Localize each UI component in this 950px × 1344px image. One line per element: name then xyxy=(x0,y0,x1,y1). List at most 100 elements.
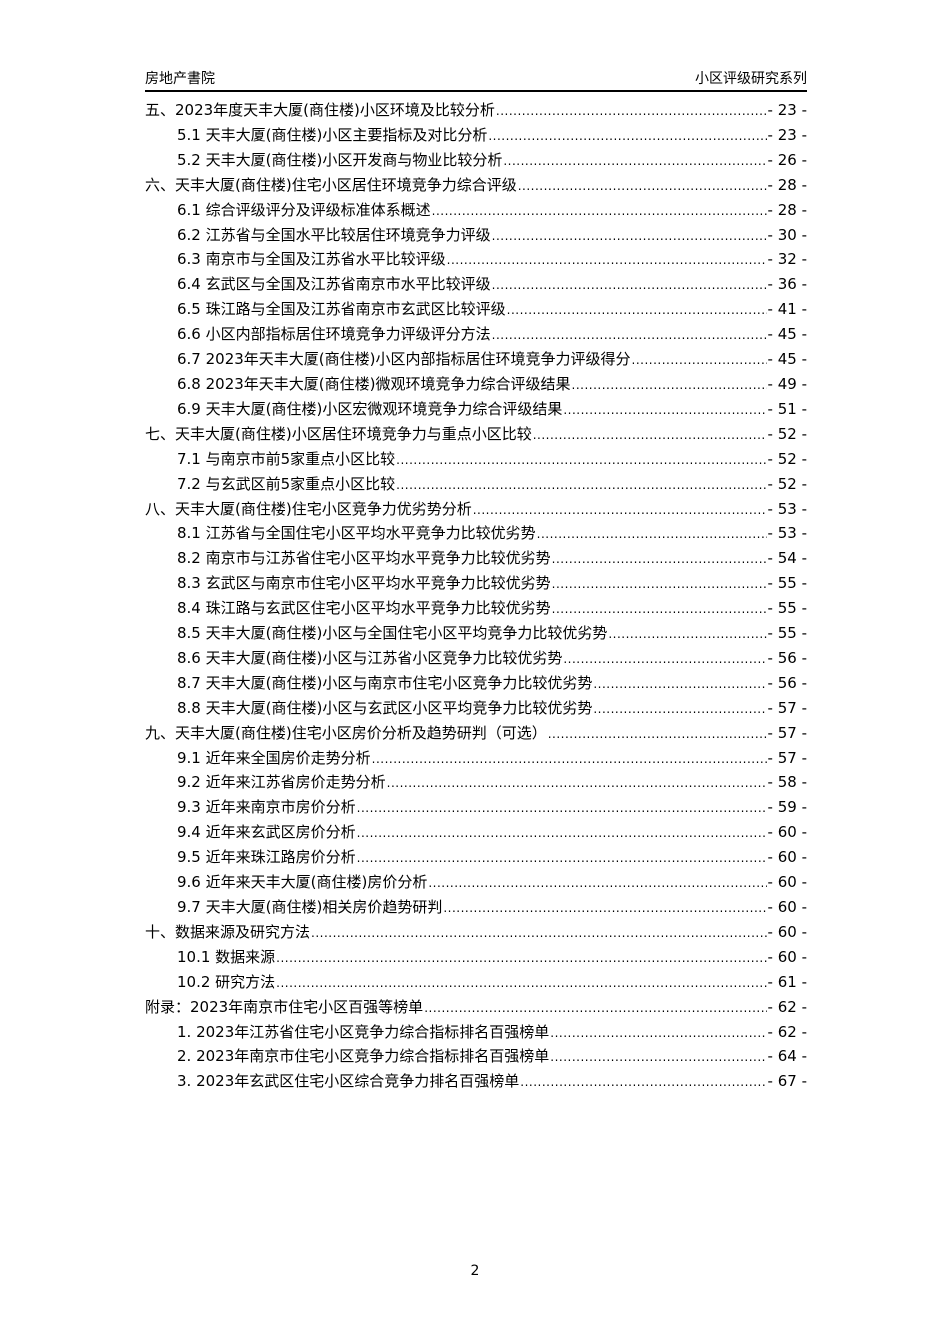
toc-entry[interactable]: 9.2 近年来江苏省房价走势分析 - 58 - xyxy=(145,771,807,796)
toc-entry[interactable]: 10.2 研究方法 - 61 - xyxy=(145,971,807,996)
toc-entry[interactable]: 8.8 天丰大厦(商住楼)小区与玄武区小区平均竞争力比较优劣势 - 57 - xyxy=(145,697,807,722)
toc-entry-title: 6.2 江苏省与全国水平比较居住环境竞争力评级 xyxy=(177,225,491,244)
toc-entry[interactable]: 6.3 南京市与全国及江苏省水平比较评级 - 32 - xyxy=(145,248,807,273)
toc-entry[interactable]: 9.7 天丰大厦(商住楼)相关房价趋势研判 - 60 - xyxy=(145,896,807,921)
toc-entry-page: - 62 - xyxy=(767,997,807,1016)
toc-entry-page: - 60 - xyxy=(767,947,807,966)
toc-entry-page: - 52 - xyxy=(767,474,807,493)
toc-entry-page: - 52 - xyxy=(767,449,807,468)
toc-dot-leader xyxy=(311,923,767,941)
header-publisher: 房地产書院 xyxy=(145,71,215,87)
table-of-contents: 五、2023年度天丰大厦(商住楼)小区环境及比较分析- 23 -5.1 天丰大厦… xyxy=(145,99,807,1095)
toc-entry-page: - 57 - xyxy=(767,723,807,742)
toc-entry[interactable]: 7.2 与玄武区前5家重点小区比较 - 52 - xyxy=(145,473,807,498)
toc-entry-page: - 64 - xyxy=(767,1047,807,1066)
toc-entry[interactable]: 9.5 近年来珠江路房价分析 - 60 - xyxy=(145,846,807,871)
toc-entry-title: 2. 2023年南京市住宅小区竞争力综合指标排名百强榜单 xyxy=(177,1047,550,1066)
toc-entry-page: - 55 - xyxy=(767,599,807,618)
toc-entry-title: 十、数据来源及研究方法 xyxy=(145,922,311,941)
toc-entry-title: 7.2 与玄武区前5家重点小区比较 xyxy=(177,474,396,493)
toc-dot-leader xyxy=(424,998,766,1016)
toc-entry-title: 3. 2023年玄武区住宅小区综合竞争力排名百强榜单 xyxy=(177,1072,520,1091)
toc-dot-leader xyxy=(276,973,766,991)
toc-entry[interactable]: 九、天丰大厦(商住楼)住宅小区房价分析及趋势研判（可选） - 57 - xyxy=(145,722,807,747)
toc-entry[interactable]: 8.7 天丰大厦(商住楼)小区与南京市住宅小区竞争力比较优劣势 - 56 - xyxy=(145,672,807,697)
toc-entry[interactable]: 8.3 玄武区与南京市住宅小区平均水平竞争力比较优劣势 - 55 - xyxy=(145,572,807,597)
header-series: 小区评级研究系列 xyxy=(695,71,807,87)
toc-dot-leader xyxy=(488,126,766,144)
toc-entry[interactable]: 6.1 综合评级评分及评级标准体系概述 - 28 - xyxy=(145,199,807,224)
toc-dot-leader xyxy=(496,101,767,119)
toc-entry-title: 9.6 近年来天丰大厦(商住楼)房价分析 xyxy=(177,873,428,892)
toc-entry-title: 6.9 天丰大厦(商住楼)小区宏微观环境竞争力综合评级结果 xyxy=(177,399,563,418)
toc-entry[interactable]: 六、天丰大厦(商住楼)住宅小区居住环境竞争力综合评级 - 28 - xyxy=(145,174,807,199)
toc-entry[interactable]: 附录：2023年南京市住宅小区百强等榜单 - 62 - xyxy=(145,996,807,1021)
toc-dot-leader xyxy=(432,201,767,219)
toc-entry-page: - 55 - xyxy=(767,574,807,593)
toc-dot-leader xyxy=(447,250,767,268)
toc-entry[interactable]: 9.4 近年来玄武区房价分析 - 60 - xyxy=(145,821,807,846)
toc-entry[interactable]: 8.5 天丰大厦(商住楼)小区与全国住宅小区平均竞争力比较优劣势 - 55 - xyxy=(145,622,807,647)
toc-entry[interactable]: 8.4 珠江路与玄武区住宅小区平均水平竞争力比较优劣势 - 55 - xyxy=(145,597,807,622)
toc-entry-page: - 28 - xyxy=(767,200,807,219)
toc-entry[interactable]: 6.2 江苏省与全国水平比较居住环境竞争力评级 - 30 - xyxy=(145,224,807,249)
toc-dot-leader xyxy=(552,574,767,592)
toc-entry[interactable]: 5.2 天丰大厦(商住楼)小区开发商与物业比较分析 - 26 - xyxy=(145,149,807,174)
toc-dot-leader xyxy=(387,773,767,791)
toc-entry-page: - 28 - xyxy=(767,175,807,194)
toc-entry[interactable]: 5.1 天丰大厦(商住楼)小区主要指标及对比分析 - 23 - xyxy=(145,124,807,149)
toc-entry[interactable]: 2. 2023年南京市住宅小区竞争力综合指标排名百强榜单 - 64 - xyxy=(145,1045,807,1070)
toc-dot-leader xyxy=(533,425,767,443)
toc-dot-leader xyxy=(552,549,767,567)
toc-dot-leader xyxy=(563,649,766,667)
toc-entry[interactable]: 五、2023年度天丰大厦(商住楼)小区环境及比较分析 - 23 - xyxy=(145,99,807,124)
toc-entry[interactable]: 6.4 玄武区与全国及江苏省南京市水平比较评级 - 36 - xyxy=(145,273,807,298)
toc-entry-title: 八、天丰大厦(商住楼)住宅小区竞争力优劣势分析 xyxy=(145,499,472,518)
toc-entry-title: 10.1 数据来源 xyxy=(177,947,276,966)
toc-entry[interactable]: 6.8 2023年天丰大厦(商住楼)微观环境竞争力综合评级结果 - 49 - xyxy=(145,373,807,398)
toc-entry[interactable]: 6.5 珠江路与全国及江苏省南京市玄武区比较评级 - 41 - xyxy=(145,298,807,323)
toc-entry[interactable]: 8.6 天丰大厦(商住楼)小区与江苏省小区竞争力比较优劣势 - 56 - xyxy=(145,647,807,672)
toc-dot-leader xyxy=(396,450,766,468)
toc-entry-title: 6.7 2023年天丰大厦(商住楼)小区内部指标居住环境竞争力评级得分 xyxy=(177,350,631,369)
toc-entry[interactable]: 七、天丰大厦(商住楼)小区居住环境竞争力与重点小区比较 - 52 - xyxy=(145,423,807,448)
toc-entry[interactable]: 3. 2023年玄武区住宅小区综合竞争力排名百强榜单 - 67 - xyxy=(145,1070,807,1095)
toc-dot-leader xyxy=(593,674,766,692)
toc-entry[interactable]: 8.1 江苏省与全国住宅小区平均水平竞争力比较优劣势 - 53 - xyxy=(145,522,807,547)
toc-dot-leader xyxy=(520,1072,766,1090)
toc-entry-page: - 61 - xyxy=(767,972,807,991)
toc-entry[interactable]: 8.2 南京市与江苏省住宅小区平均水平竞争力比较优劣势 - 54 - xyxy=(145,547,807,572)
toc-entry-page: - 57 - xyxy=(767,748,807,767)
toc-dot-leader xyxy=(276,948,766,966)
toc-entry[interactable]: 7.1 与南京市前5家重点小区比较 - 52 - xyxy=(145,448,807,473)
toc-dot-leader xyxy=(548,724,767,742)
toc-entry[interactable]: 1. 2023年江苏省住宅小区竞争力综合指标排名百强榜单 - 62 - xyxy=(145,1021,807,1046)
toc-dot-leader xyxy=(593,699,766,717)
toc-entry[interactable]: 9.1 近年来全国房价走势分析 - 57 - xyxy=(145,747,807,772)
toc-entry-page: - 53 - xyxy=(767,524,807,543)
toc-dot-leader xyxy=(372,749,767,767)
toc-entry-title: 8.3 玄武区与南京市住宅小区平均水平竞争力比较优劣势 xyxy=(177,574,551,593)
toc-entry[interactable]: 6.7 2023年天丰大厦(商住楼)小区内部指标居住环境竞争力评级得分 - 45 … xyxy=(145,348,807,373)
toc-entry-page: - 45 - xyxy=(767,350,807,369)
toc-entry[interactable]: 6.9 天丰大厦(商住楼)小区宏微观环境竞争力综合评级结果 - 51 - xyxy=(145,398,807,423)
toc-entry[interactable]: 10.1 数据来源 - 60 - xyxy=(145,946,807,971)
toc-entry-page: - 23 - xyxy=(767,101,807,119)
toc-entry-page: - 56 - xyxy=(767,673,807,692)
toc-entry-title: 6.3 南京市与全国及江苏省水平比较评级 xyxy=(177,250,446,269)
toc-dot-leader xyxy=(492,226,767,244)
toc-entry-page: - 58 - xyxy=(767,773,807,792)
toc-entry[interactable]: 6.6 小区内部指标居住环境竞争力评级评分方法 - 45 - xyxy=(145,323,807,348)
toc-entry-page: - 53 - xyxy=(767,499,807,518)
toc-dot-leader xyxy=(550,1023,766,1041)
toc-entry[interactable]: 9.3 近年来南京市房价分析 - 59 - xyxy=(145,796,807,821)
toc-entry-page: - 32 - xyxy=(767,250,807,269)
toc-entry-page: - 56 - xyxy=(767,648,807,667)
toc-entry-title: 7.1 与南京市前5家重点小区比较 xyxy=(177,449,396,468)
toc-entry[interactable]: 八、天丰大厦(商住楼)住宅小区竞争力优劣势分析 - 53 - xyxy=(145,498,807,523)
toc-entry[interactable]: 十、数据来源及研究方法 - 60 - xyxy=(145,921,807,946)
toc-entry-page: - 41 - xyxy=(767,300,807,319)
toc-entry[interactable]: 9.6 近年来天丰大厦(商住楼)房价分析 - 60 - xyxy=(145,871,807,896)
toc-entry-title: 8.5 天丰大厦(商住楼)小区与全国住宅小区平均竞争力比较优劣势 xyxy=(177,624,608,643)
toc-entry-title: 6.1 综合评级评分及评级标准体系概述 xyxy=(177,200,431,219)
